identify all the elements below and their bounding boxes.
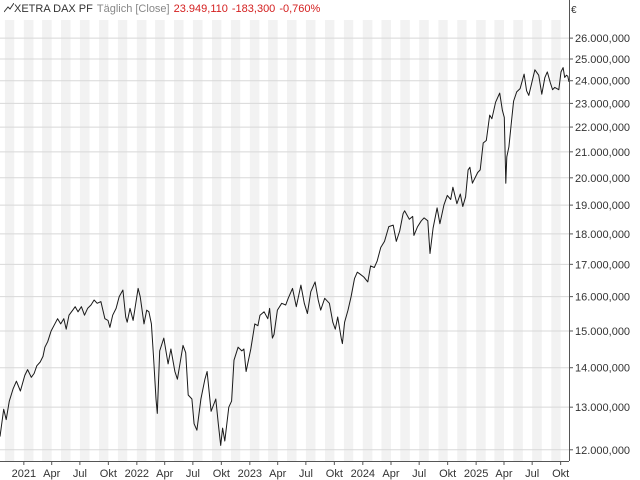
month-band bbox=[494, 20, 504, 461]
price-change-pct: -0,760% bbox=[279, 3, 321, 15]
month-band bbox=[99, 20, 109, 461]
month-band bbox=[419, 20, 429, 461]
y-tick-label: 26.000,000 bbox=[575, 33, 630, 45]
month-band bbox=[60, 20, 71, 461]
x-tick-label: Okt bbox=[439, 468, 456, 480]
month-band bbox=[192, 20, 203, 461]
month-band bbox=[155, 20, 165, 461]
x-tick-label: Jul bbox=[186, 468, 200, 480]
x-tick-label: Apr bbox=[495, 468, 512, 480]
month-band bbox=[286, 20, 297, 461]
x-tick-label: Jul bbox=[299, 468, 313, 480]
month-band bbox=[4, 20, 15, 461]
month-band bbox=[173, 20, 184, 461]
y-tick-label: 19.000,000 bbox=[575, 200, 630, 212]
frequency-label: Täglich [Close] bbox=[96, 3, 170, 15]
price-change: -183,300 bbox=[231, 3, 276, 15]
y-tick-label: 12.000,000 bbox=[575, 445, 630, 457]
month-band bbox=[381, 20, 391, 461]
y-tick-label: 20.000,000 bbox=[575, 173, 630, 185]
y-tick-label: 24.000,000 bbox=[575, 76, 630, 88]
month-band bbox=[438, 20, 448, 461]
currency-label: € bbox=[571, 5, 577, 16]
x-tick-label: Okt bbox=[552, 468, 569, 480]
line-chart-icon bbox=[4, 3, 14, 13]
x-tick-label: Okt bbox=[326, 468, 343, 480]
month-band bbox=[23, 20, 34, 461]
x-tick-label: Apr bbox=[382, 468, 399, 480]
y-tick-label: 13.000,000 bbox=[575, 402, 630, 414]
month-band bbox=[117, 20, 128, 461]
last-price: 23.949,110 bbox=[173, 3, 228, 15]
month-band bbox=[457, 20, 467, 461]
x-tick-label: 2025 bbox=[464, 468, 488, 480]
month-band bbox=[532, 20, 542, 461]
y-tick-label: 15.000,000 bbox=[575, 326, 630, 338]
month-band bbox=[513, 20, 523, 461]
x-tick-label: Okt bbox=[213, 468, 230, 480]
y-tick-label: 18.000,000 bbox=[575, 229, 630, 241]
y-tick-label: 22.000,000 bbox=[575, 122, 630, 134]
instrument-name: XETRA DAX PF bbox=[14, 3, 93, 15]
x-tick-label: Apr bbox=[269, 468, 286, 480]
y-tick-label: 23.000,000 bbox=[575, 98, 630, 110]
month-band bbox=[362, 20, 373, 461]
month-band bbox=[230, 20, 241, 461]
month-band bbox=[249, 20, 260, 461]
x-tick-label: Jul bbox=[73, 468, 87, 480]
month-band bbox=[212, 20, 222, 461]
x-tick-label: 2021 bbox=[12, 468, 36, 480]
month-band bbox=[325, 20, 335, 461]
month-band bbox=[476, 20, 486, 461]
x-tick-label: 2024 bbox=[351, 468, 375, 480]
month-band bbox=[268, 20, 278, 461]
x-tick-label: 2023 bbox=[238, 468, 262, 480]
x-tick-label: Apr bbox=[156, 468, 173, 480]
month-band bbox=[343, 20, 354, 461]
x-tick-label: Okt bbox=[100, 468, 117, 480]
y-tick-label: 14.000,000 bbox=[575, 363, 630, 375]
y-tick-label: 25.000,000 bbox=[575, 54, 630, 66]
y-tick-label: 21.000,000 bbox=[575, 147, 630, 159]
x-tick-label: Jul bbox=[412, 468, 426, 480]
price-series-line bbox=[0, 67, 570, 446]
y-tick-label: 17.000,000 bbox=[575, 259, 630, 271]
x-tick-label: 2022 bbox=[125, 468, 149, 480]
y-tick-label: 16.000,000 bbox=[575, 292, 630, 304]
x-tick-label: Apr bbox=[43, 468, 60, 480]
month-band bbox=[305, 20, 316, 461]
chart-header: XETRA DAX PF Täglich [Close] 23.949,110 -18… bbox=[4, 3, 320, 15]
month-band bbox=[400, 20, 410, 461]
x-tick-label: Jul bbox=[525, 468, 539, 480]
month-band bbox=[42, 20, 52, 461]
month-band bbox=[551, 20, 561, 461]
month-band bbox=[136, 20, 147, 461]
month-band bbox=[79, 20, 90, 461]
